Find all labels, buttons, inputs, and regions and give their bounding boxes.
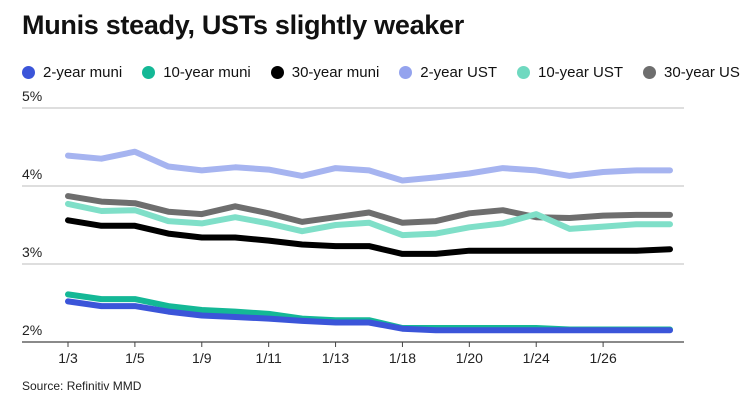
x-tick-label-7: 1/24 (523, 350, 550, 366)
y-tick-label-5: 5% (22, 88, 42, 104)
legend-label-2yr-muni: 2-year muni (43, 64, 123, 81)
legend-item-30yr-muni: 30-year muni (270, 64, 380, 81)
series-layer (65, 148, 673, 334)
source-note: Source: Refinitiv MMD (22, 379, 142, 393)
legend-item-2yr-muni: 2-year muni (22, 64, 122, 81)
series-line-2-year-ust (65, 148, 673, 184)
legend-label-10yr-ust: 10-year UST (537, 64, 624, 81)
series-line-10-year-ust (65, 200, 673, 239)
chart-title: Munis steady, USTs slightly weaker (22, 10, 464, 40)
grid-layer (22, 107, 684, 343)
series-line-30-year-ust (65, 193, 673, 226)
y-tick-label-2: 2% (22, 322, 42, 338)
x-tick-label-3: 1/11 (256, 350, 282, 366)
legend-item-10yr-muni: 10-year muni (142, 64, 251, 81)
x-axis-labels: 1/3 1/5 1/9 1/11 1/13 1/18 1/20 1/24 1/26 (58, 342, 617, 366)
legend-swatch-2yr-ust (399, 66, 413, 79)
x-tick-label-8: 1/26 (589, 350, 616, 366)
x-tick-label-2: 1/9 (192, 350, 212, 366)
legend-swatch-2yr-muni (22, 66, 35, 79)
x-tick-label-0: 1/3 (58, 350, 78, 366)
x-tick-label-1: 1/5 (125, 350, 145, 366)
legend-item-30yr-ust: 30-year UST (643, 64, 740, 81)
legend-item-10yr-ust: 10-year UST (516, 64, 624, 81)
series-line-30-year-muni (65, 217, 673, 257)
legend-swatch-30yr-muni (270, 66, 284, 79)
legend-label-10yr-muni: 10-year muni (163, 64, 251, 81)
x-tick-label-6: 1/20 (456, 350, 483, 366)
series-line-2-year-muni (65, 298, 673, 334)
legend-swatch-10yr-ust (516, 66, 530, 79)
legend-swatch-30yr-ust (643, 66, 657, 79)
legend-label-2yr-ust: 2-year UST (420, 64, 497, 81)
y-tick-label-4: 4% (22, 166, 42, 182)
legend-swatch-10yr-muni (142, 66, 156, 79)
legend-label-30yr-muni: 30-year muni (291, 64, 380, 81)
legend-item-2yr-ust: 2-year UST (399, 64, 497, 81)
y-axis-labels: 5% 4% 3% 2% (22, 88, 42, 338)
y-tick-label-3: 3% (22, 244, 42, 260)
x-tick-label-4: 1/13 (322, 350, 349, 366)
chart-legend: 2-year muni 10-year muni 30-year muni 2-… (22, 64, 740, 81)
x-tick-label-5: 1/18 (389, 350, 416, 366)
legend-label-30yr-ust: 30-year UST (664, 64, 740, 81)
